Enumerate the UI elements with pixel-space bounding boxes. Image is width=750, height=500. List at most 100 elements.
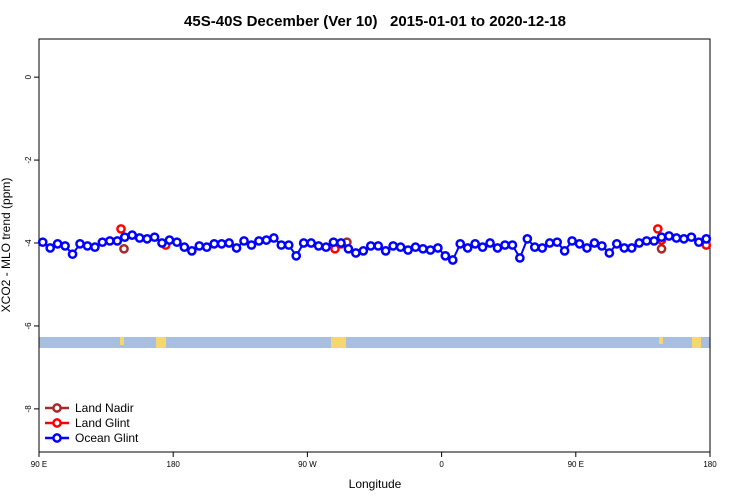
legend-marker [52,433,62,443]
data-point [693,237,704,248]
data-point [201,242,212,253]
data-point [455,238,466,249]
data-point [522,234,533,244]
data-point [507,240,518,250]
data-point [440,251,451,261]
x-tick-label: 180 [703,460,717,469]
data-point [313,241,324,251]
data-point [75,238,85,249]
data-point [447,255,458,265]
data-point [231,243,242,253]
data-point [433,243,443,253]
data-point [336,238,346,248]
land-mask [39,337,710,348]
data-point [641,236,652,246]
data-point [529,242,540,253]
data-point [209,238,220,249]
data-point [425,245,436,255]
data-point [388,241,398,251]
y-tick-label: -6 [24,322,33,330]
x-tick-label: 90 W [298,460,317,469]
data-point [172,237,182,248]
data-point [298,238,309,248]
data-point [119,243,129,254]
data-point [403,245,413,255]
data-point [246,240,257,250]
data-point [485,238,495,248]
data-point [395,242,406,253]
data-point [52,238,63,249]
data-point [90,242,100,253]
legend-label: Land Glint [75,416,130,430]
data-point [664,231,674,241]
data-point [611,238,622,249]
data-point [104,236,115,246]
data-point [515,253,525,263]
data-point [142,234,152,244]
data-point [500,240,510,250]
data-point [492,243,503,253]
land-patch [331,337,346,348]
data-point [269,233,279,243]
data-point [149,232,160,243]
data-point [254,236,264,246]
data-point [649,236,659,246]
data-point [567,236,577,246]
data-point [589,238,600,248]
data-point [194,241,205,251]
data-point [358,246,369,256]
land-patch [659,337,663,344]
data-point [574,238,585,249]
land-patch [120,337,124,345]
data-point [45,243,56,253]
legend-label: Land Nadir [75,401,134,415]
data-point [328,237,339,248]
data-point [552,237,563,248]
data-point [626,243,637,253]
data-point [261,235,272,245]
data-point [216,238,227,249]
data-point [164,235,175,245]
data-point [60,241,70,251]
x-tick-label: 180 [167,460,181,469]
data-point [656,243,667,254]
data-point [373,241,384,251]
ocean-strip [39,337,710,348]
y-tick-label: -8 [24,405,33,413]
data-point [306,238,316,248]
data-point [686,232,697,243]
data-point [127,230,138,240]
data-point [656,232,667,243]
x-tick-label: 0 [439,460,444,469]
data-point [116,224,126,234]
y-tick-label: -2 [24,156,33,164]
data-point [239,236,249,246]
data-point [97,237,108,248]
data-point [276,240,287,250]
data-point [462,243,473,253]
data-point [604,248,615,258]
y-axis-label: XCO2 - MLO trend (ppm) [0,178,13,313]
data-point [470,238,480,249]
data-point [224,238,234,248]
data-point [559,246,570,256]
data-point [582,243,592,253]
y-tick-label: -4 [24,239,33,247]
data-point [597,241,607,251]
x-tick-label: 90 E [31,460,47,469]
data-point [37,237,48,248]
data-point [380,246,391,256]
data-point [418,243,428,254]
legend-label: Ocean Glint [75,431,139,445]
data-point [82,241,93,251]
data-point [291,251,302,261]
data-point [112,236,123,246]
y-tick-label: 0 [24,74,33,79]
legend-marker [52,403,62,413]
data-point [671,233,682,243]
data-point [365,241,376,251]
chart-title: 45S-40S December (Ver 10) 2015-01-01 to … [184,13,566,30]
data-point [410,242,421,253]
legend-marker [52,418,62,428]
